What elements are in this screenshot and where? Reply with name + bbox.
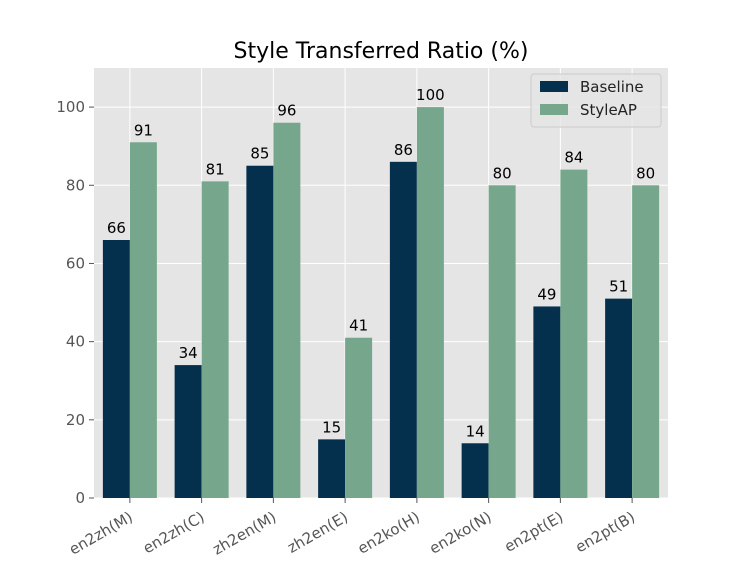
bar-baseline <box>174 365 202 498</box>
bar-baseline <box>389 161 417 498</box>
data-label: 84 <box>564 149 583 167</box>
bar-baseline <box>102 240 130 498</box>
data-label: 14 <box>466 422 485 440</box>
data-label: 91 <box>134 121 153 139</box>
y-tick-label: 80 <box>66 176 85 194</box>
bar-styleap <box>201 181 229 498</box>
bar-styleap <box>273 122 301 499</box>
bar-styleap <box>345 337 373 498</box>
legend-swatch-styleap <box>540 104 568 115</box>
bar-baseline <box>461 443 489 498</box>
legend-swatch-baseline <box>540 81 568 92</box>
x-tick-label: zh2en(M) <box>209 508 279 559</box>
x-tick-label: en2ko(N) <box>426 508 494 558</box>
legend-label-baseline: Baseline <box>580 78 644 96</box>
x-tick-label: en2pt(E) <box>501 508 566 556</box>
data-label: 86 <box>394 141 413 159</box>
bars <box>102 107 660 499</box>
data-label: 96 <box>277 102 296 120</box>
bar-styleap <box>129 142 157 499</box>
x-tick-label: zh2en(E) <box>284 508 351 557</box>
data-label: 66 <box>107 219 126 237</box>
y-tick-label: 20 <box>66 411 85 429</box>
data-label: 41 <box>349 317 368 335</box>
bar-baseline <box>318 439 346 498</box>
x-tick-label: en2zh(C) <box>140 508 208 558</box>
y-tick-label: 0 <box>75 489 85 507</box>
data-label: 15 <box>322 418 341 436</box>
chart-title: Style Transferred Ratio (%) <box>234 39 529 64</box>
x-tick-label: en2zh(M) <box>66 508 136 559</box>
bar-styleap <box>488 185 516 499</box>
x-tick-label: en2ko(H) <box>354 508 422 558</box>
data-labels: 66 34 85 15 86 14 49 51 91 81 96 41 100 80 84 80 <box>107 86 655 440</box>
data-label: 81 <box>206 160 225 178</box>
x-tick-label: en2pt(B) <box>572 508 638 556</box>
y-axis: 0 20 40 60 80 100 <box>56 98 94 507</box>
data-label: 34 <box>179 344 198 362</box>
data-label: 80 <box>493 164 512 182</box>
bar-baseline <box>605 298 633 498</box>
data-label: 51 <box>609 278 628 296</box>
x-axis: en2zh(M) en2zh(C) zh2en(M) zh2en(E) en2ko(H)… <box>66 498 638 559</box>
bar-styleap <box>560 169 588 499</box>
data-label: 80 <box>636 164 655 182</box>
y-tick-label: 60 <box>66 254 85 272</box>
data-label: 100 <box>416 86 445 104</box>
y-tick-label: 100 <box>56 98 85 116</box>
bar-styleap <box>416 107 444 498</box>
data-label: 49 <box>537 285 556 303</box>
bar-styleap <box>632 185 660 499</box>
legend-label-styleap: StyleAP <box>580 101 637 119</box>
legend: Baseline StyleAP <box>530 73 662 128</box>
data-label: 85 <box>250 145 269 163</box>
y-tick-label: 40 <box>66 333 85 351</box>
bar-baseline <box>246 165 274 498</box>
bar-baseline <box>533 306 561 498</box>
